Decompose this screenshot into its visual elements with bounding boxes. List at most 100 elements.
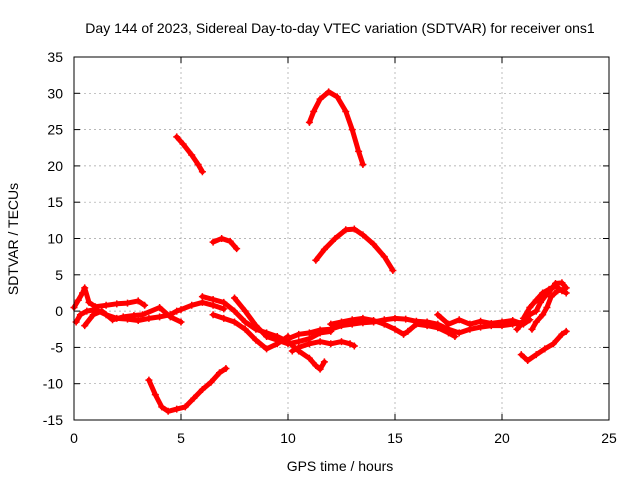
data-point (305, 340, 313, 348)
series-arc-noon-mid (312, 225, 397, 274)
data-point (181, 403, 189, 411)
series-band-night (70, 284, 149, 311)
x-axis-label: GPS time / hours (287, 458, 394, 474)
data-point (316, 338, 324, 346)
y-tick-label: 5 (55, 267, 63, 283)
data-point (532, 351, 540, 359)
x-tick-label: 10 (280, 430, 296, 446)
data-point (220, 314, 228, 322)
data-point (350, 342, 358, 350)
data-point (85, 298, 93, 306)
y-tick-label: 30 (47, 85, 63, 101)
data-point (355, 147, 363, 155)
data-point (325, 88, 333, 96)
data-point (562, 327, 570, 335)
data-point (130, 311, 138, 319)
data-point (81, 322, 89, 330)
data-point (233, 245, 241, 253)
y-axis-label: SDTVAR / TECUs (5, 183, 21, 295)
data-point (109, 316, 117, 324)
data-point (252, 336, 260, 344)
data-point (138, 311, 146, 319)
series-line (306, 89, 366, 167)
data-point (380, 320, 388, 328)
data-point (83, 307, 91, 315)
data-point (173, 405, 181, 413)
data-point (231, 307, 238, 315)
data-point (222, 364, 230, 372)
data-point (434, 324, 442, 332)
y-tick-label: 10 (47, 231, 63, 247)
data-point (547, 293, 555, 301)
data-point (188, 301, 196, 309)
data-point (220, 298, 228, 306)
series-line (146, 366, 229, 414)
data-point (348, 126, 356, 134)
data-point (320, 245, 328, 253)
data-point (273, 340, 281, 348)
data-point (532, 296, 540, 304)
data-point (194, 160, 202, 168)
data-point (391, 325, 399, 333)
grid-lines (74, 57, 609, 420)
data-point (295, 343, 303, 351)
data-point (134, 297, 142, 305)
x-tick-label: 0 (70, 430, 78, 446)
data-point (216, 369, 224, 377)
data-point (532, 318, 540, 326)
data-point (312, 362, 320, 370)
axis-ticks: 0 5 10 15 20 25 -15 -10 -5 0 5 10 15 20 25 30 35 (43, 49, 617, 446)
y-tick-label: 35 (47, 49, 63, 65)
series-line (518, 328, 569, 363)
data-point (316, 326, 324, 334)
data-point (320, 358, 328, 366)
data-point (528, 325, 536, 333)
data-point (554, 287, 562, 295)
data-point (198, 168, 206, 176)
data-point (327, 340, 335, 348)
data-point (305, 354, 313, 362)
data-point (89, 311, 97, 319)
data-point (145, 314, 153, 322)
data-point (220, 305, 228, 313)
data-point (231, 318, 238, 326)
data-point (466, 320, 474, 328)
data-point (519, 314, 527, 322)
data-point (209, 238, 217, 246)
data-point (252, 322, 260, 330)
data-point (177, 306, 185, 314)
data-point (477, 317, 485, 325)
series-band-evening-c (528, 285, 568, 333)
data-point (331, 235, 339, 242)
data-point (423, 322, 431, 330)
series-arc-five-am (173, 133, 206, 176)
data-point (389, 266, 397, 274)
y-tick-label: 15 (47, 194, 63, 210)
data-point (166, 313, 174, 321)
data-point (524, 356, 532, 364)
y-tick-label: -10 (43, 376, 63, 392)
series-arc-high-noon (305, 88, 367, 168)
data-point (342, 107, 350, 115)
x-tick-label: 5 (177, 430, 185, 446)
data-point (348, 316, 356, 324)
data-point (517, 351, 525, 359)
data-point (241, 318, 249, 326)
data-point (207, 378, 215, 386)
data-point (404, 327, 412, 335)
data-point (537, 298, 545, 306)
data-point (113, 300, 121, 308)
series-band-midday (288, 338, 358, 355)
data-point (532, 307, 540, 315)
data-point (359, 314, 367, 322)
series-arc-seven-am (209, 235, 241, 253)
data-point (198, 293, 206, 301)
data-point (434, 311, 442, 319)
data-point (151, 391, 159, 399)
y-tick-label: 0 (55, 303, 63, 319)
data-point (164, 407, 172, 415)
data-point (509, 317, 517, 325)
series-line (435, 312, 533, 327)
data-point (558, 279, 566, 287)
